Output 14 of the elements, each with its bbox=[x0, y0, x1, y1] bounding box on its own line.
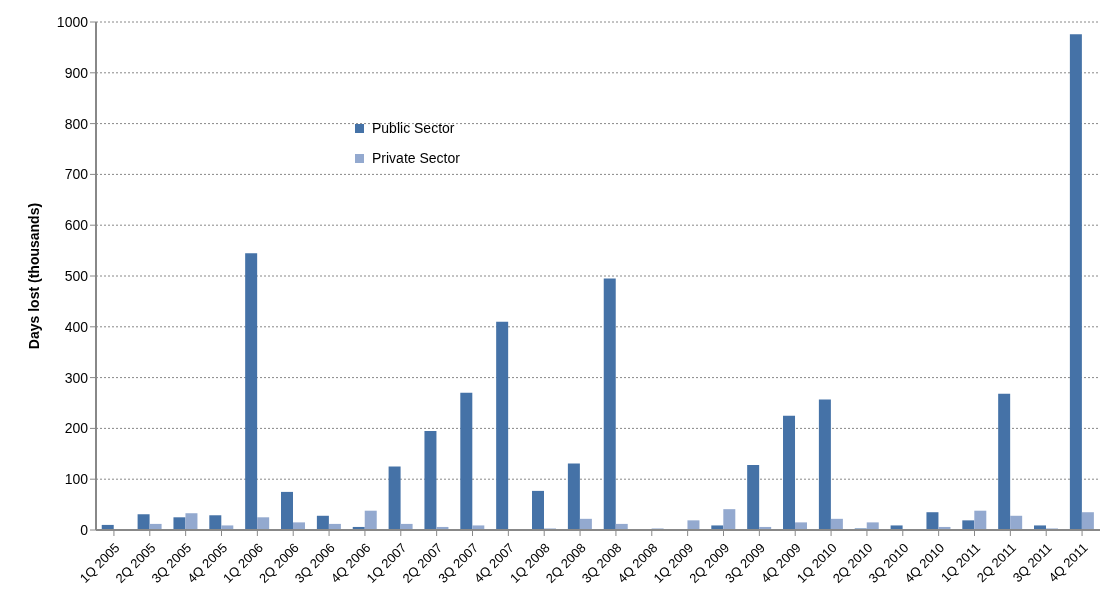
y-tick-label: 200 bbox=[64, 420, 89, 437]
y-tick-label: 400 bbox=[64, 318, 89, 335]
y-tick-label: 300 bbox=[64, 369, 89, 386]
y-tick-label: 1000 bbox=[56, 13, 89, 30]
y-tick-label: 700 bbox=[64, 166, 89, 183]
y-tick-label: 100 bbox=[64, 471, 89, 488]
y-tick-label: 900 bbox=[64, 64, 89, 81]
y-axis-title: Days lost (thousands) bbox=[25, 202, 42, 350]
y-tick-label: 600 bbox=[64, 217, 89, 234]
legend-label: Public Sector bbox=[372, 120, 455, 136]
y-tick-label: 0 bbox=[80, 521, 89, 538]
legend-label: Private Sector bbox=[372, 150, 460, 166]
y-tick-label: 500 bbox=[64, 267, 89, 284]
y-tick-label: 800 bbox=[64, 115, 89, 132]
